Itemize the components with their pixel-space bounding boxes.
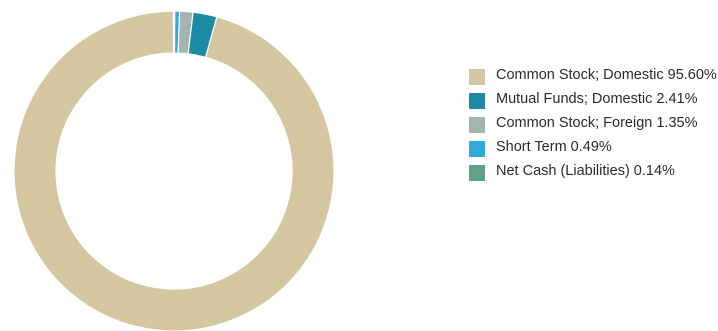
chart-legend: Common Stock; Domestic 95.60% Mutual Fun… [469, 67, 718, 187]
legend-swatch [469, 69, 485, 85]
slice-common-stock-domestic [13, 10, 335, 331]
legend-label: Common Stock; Foreign 1.35% [496, 115, 698, 131]
legend-label: Common Stock; Domestic 95.60% [496, 67, 717, 83]
legend-item-common-stock-domestic: Common Stock; Domestic 95.60% [469, 67, 718, 85]
legend-item-mutual-funds-domestic: Mutual Funds; Domestic 2.41% [469, 91, 718, 109]
legend-item-net-cash: Net Cash (Liabilities) 0.14% [469, 163, 718, 181]
legend-swatch [469, 165, 485, 181]
legend-item-short-term: Short Term 0.49% [469, 139, 718, 157]
legend-label: Net Cash (Liabilities) 0.14% [496, 163, 675, 179]
legend-item-common-stock-foreign: Common Stock; Foreign 1.35% [469, 115, 718, 133]
legend-swatch [469, 141, 485, 157]
legend-label: Short Term 0.49% [496, 139, 612, 155]
donut-slices [13, 10, 335, 331]
legend-swatch [469, 93, 485, 109]
legend-label: Mutual Funds; Domestic 2.41% [496, 91, 698, 107]
legend-swatch [469, 117, 485, 133]
